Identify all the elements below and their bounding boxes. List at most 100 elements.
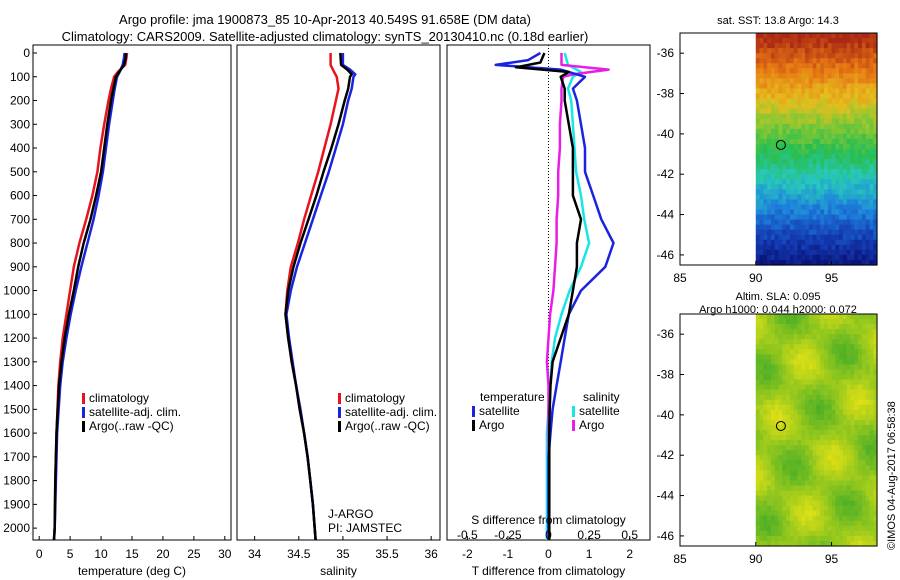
map-cell [808, 209, 814, 216]
map-cell [831, 154, 836, 160]
map-cell [816, 123, 821, 130]
map-cell [816, 179, 821, 185]
map-cell [789, 68, 795, 74]
map-cell [812, 38, 817, 44]
map-cell [850, 103, 855, 110]
map-cell [786, 540, 791, 547]
map-cell [823, 475, 829, 482]
map-cell [770, 88, 776, 95]
map-cell [842, 334, 848, 340]
map-cell [869, 98, 874, 105]
map-cell [839, 535, 844, 542]
map-cell [763, 108, 768, 115]
map-cell [846, 369, 852, 376]
map-cell [820, 38, 825, 44]
map-cell [861, 133, 867, 140]
map-cell [767, 344, 772, 350]
map-cell [846, 430, 852, 436]
map-cell [873, 214, 878, 221]
map-cell [816, 33, 821, 39]
map-cell [770, 214, 776, 221]
map-cell [793, 394, 799, 401]
map-cell [755, 460, 761, 466]
map-cell [763, 234, 768, 241]
map-cell [786, 435, 791, 441]
map-cell [854, 455, 859, 461]
map-cell [846, 98, 852, 105]
map-cell [801, 384, 806, 391]
map-cell [805, 254, 810, 261]
map-cell [823, 369, 829, 376]
map-cell [816, 239, 821, 246]
map-cell [846, 78, 852, 85]
map-cell [782, 414, 787, 421]
map-cell [808, 389, 814, 396]
map-cell [759, 184, 764, 190]
map-cell [786, 219, 791, 226]
map-cell [759, 480, 764, 487]
map-cell [865, 440, 871, 446]
map-cell [805, 334, 810, 340]
map-cell [869, 239, 874, 246]
map-cell [755, 174, 761, 180]
map-cell [865, 465, 871, 471]
map-cell [805, 389, 810, 396]
map-cell [801, 38, 806, 44]
map-cell [846, 53, 852, 59]
map-cell [827, 394, 833, 401]
map-cell [782, 374, 787, 381]
map-cell [850, 424, 855, 431]
map-cell [854, 445, 859, 451]
map-cell [835, 259, 840, 266]
map-cell [820, 379, 825, 386]
map-cell [759, 319, 764, 325]
map-cell [782, 344, 787, 350]
map-cell [861, 239, 867, 246]
map-cell [778, 455, 783, 461]
map-cell [763, 219, 768, 226]
map-cell [801, 359, 806, 366]
map-cell [850, 540, 855, 547]
map-cell [850, 465, 855, 471]
map-cell [858, 179, 863, 185]
map-cell [827, 329, 833, 335]
map-cell [801, 239, 806, 246]
map-cell [816, 174, 821, 180]
float-pi-label: PI: JAMSTEC [328, 521, 402, 535]
map-cell [858, 189, 863, 195]
map-cell [839, 43, 844, 49]
map-cell [827, 424, 833, 431]
map-cell [869, 364, 874, 371]
map-cell [767, 515, 772, 522]
map-cell [835, 430, 840, 436]
map-cell [858, 254, 863, 261]
map-cell [805, 154, 810, 160]
map-cell [858, 224, 863, 231]
map-cell [763, 389, 768, 396]
map-cell [759, 43, 764, 49]
map-cell [869, 43, 874, 49]
map-cell [854, 324, 859, 330]
map-cell [793, 239, 799, 246]
map-cell [770, 339, 776, 345]
map-cell [778, 58, 783, 64]
map-cell [789, 159, 795, 165]
map-cell [835, 419, 840, 426]
map-cell [850, 435, 855, 441]
map-cell [808, 515, 814, 522]
map-cell [816, 364, 821, 371]
map-cell [793, 480, 799, 487]
map-cell [839, 314, 844, 320]
map-cell [801, 103, 806, 110]
map-cell [755, 259, 761, 266]
map-cell [786, 259, 791, 266]
map-cell [786, 73, 791, 79]
map-cell [835, 128, 840, 135]
map-cell [850, 384, 855, 391]
map-cell [755, 159, 761, 165]
map-cell [827, 359, 833, 366]
map-cell [805, 128, 810, 135]
map-cell [759, 535, 764, 542]
map-cell [770, 98, 776, 105]
map-cell [846, 419, 852, 426]
